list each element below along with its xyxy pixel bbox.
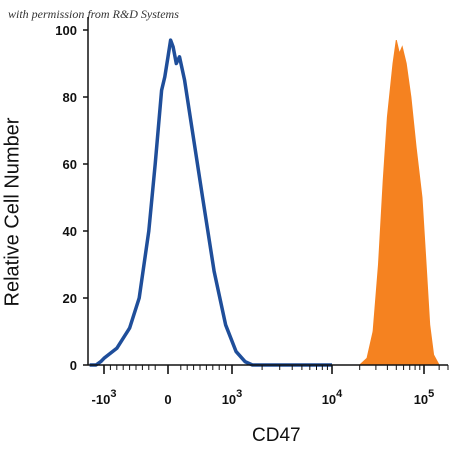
y-tick-label: 100	[55, 23, 77, 38]
x-axis-label: CD47	[252, 425, 301, 446]
y-tick-label: 0	[70, 358, 77, 373]
y-tick-label: 20	[63, 291, 77, 306]
y-tick-label: 60	[63, 157, 77, 172]
ticks-layer: 0 20 40 60 80 100 -103 0 103 104 105	[55, 23, 449, 407]
watermark: with permission from R&D Systems	[8, 7, 179, 21]
y-tick-label: 80	[63, 90, 77, 105]
x-tick-label: -103	[92, 388, 117, 407]
y-axis-label: Relative Cell Number	[1, 117, 24, 307]
y-tick-label: 40	[63, 224, 77, 239]
axes-layer	[87, 17, 448, 366]
x-tick-label: 105	[414, 388, 435, 407]
histogram-line-series-0	[89, 38, 332, 367]
histogram-filled-series-1	[89, 39, 440, 366]
x-tick-label: 103	[222, 388, 243, 407]
x-tick-label: 104	[322, 388, 343, 407]
x-tick-label: 0	[164, 392, 171, 407]
series-layer	[89, 38, 440, 367]
